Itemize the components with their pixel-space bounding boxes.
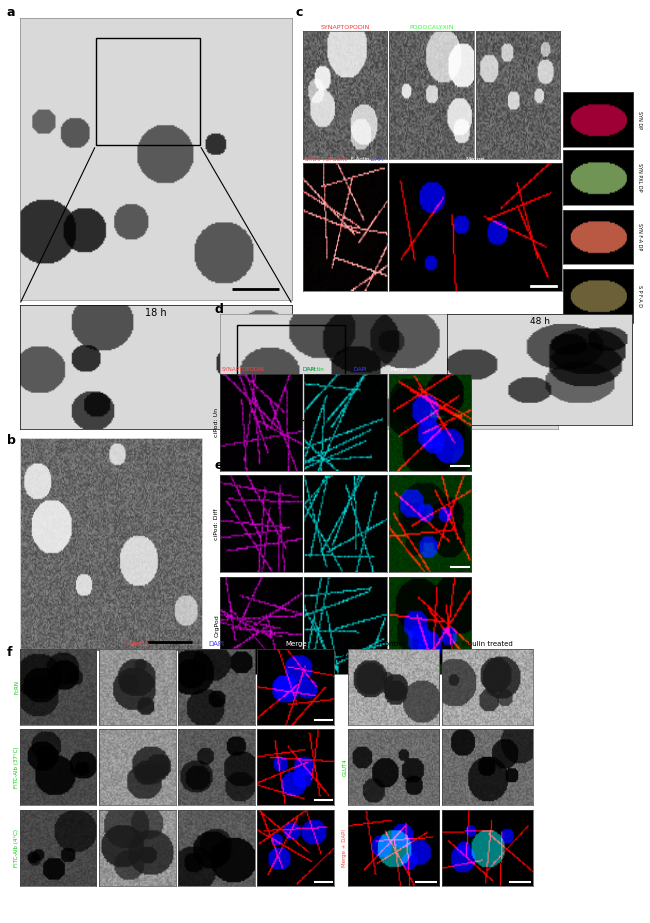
Y-axis label: FITC-Alb (4°C): FITC-Alb (4°C) xyxy=(14,829,20,868)
Text: DAPI: DAPI xyxy=(300,366,315,372)
Text: c: c xyxy=(296,6,303,18)
Y-axis label: OrgPod: OrgPod xyxy=(214,614,220,637)
Text: F-Actin: F-Actin xyxy=(306,366,324,372)
Y-axis label: FcRN: FcRN xyxy=(14,679,20,694)
Text: 18 h: 18 h xyxy=(145,308,167,318)
Text: SYNAPTOPODIN: SYNAPTOPODIN xyxy=(320,25,370,30)
Text: DAPI: DAPI xyxy=(352,366,367,372)
Text: PODOCALYXIN: PODOCALYXIN xyxy=(410,25,454,30)
Text: Merge: Merge xyxy=(285,641,307,647)
Y-axis label: GLUT4: GLUT4 xyxy=(343,758,348,776)
Y-axis label: FITC-Alb (37°C): FITC-Alb (37°C) xyxy=(14,747,20,787)
Y-axis label: SYN DP: SYN DP xyxy=(637,111,642,128)
Bar xyxy=(96,38,200,145)
Y-axis label: SYN F-A DP: SYN F-A DP xyxy=(637,223,642,250)
Text: DAPI: DAPI xyxy=(209,641,224,647)
Text: DAPI: DAPI xyxy=(369,157,383,162)
Text: F-Actin: F-Actin xyxy=(350,157,370,162)
Bar xyxy=(237,326,344,420)
Text: d: d xyxy=(214,303,224,316)
Y-axis label: SYN PXL DP: SYN PXL DP xyxy=(637,163,642,192)
Text: b: b xyxy=(6,434,16,447)
Text: f: f xyxy=(6,646,12,659)
Y-axis label: ciPod: Un: ciPod: Un xyxy=(214,408,220,437)
Text: SYNAPTOPODIN: SYNAPTOPODIN xyxy=(222,366,265,372)
Y-axis label: ciPod: Diff: ciPod: Diff xyxy=(214,508,220,540)
Text: a: a xyxy=(6,6,15,18)
Y-axis label: S P F-A D: S P F-A D xyxy=(637,285,642,306)
Text: SYNAPTOPODIN: SYNAPTOPODIN xyxy=(305,157,348,162)
Y-axis label: Merge + DAPI: Merge + DAPI xyxy=(343,829,348,868)
Text: e: e xyxy=(214,459,223,472)
Text: F-Actin: F-Actin xyxy=(507,25,529,30)
Text: Merge: Merge xyxy=(465,157,486,162)
Text: 48 h: 48 h xyxy=(530,318,550,326)
Y-axis label: F-Actin: F-Actin xyxy=(343,677,348,696)
Text: g: g xyxy=(338,646,347,659)
Text: Merge: Merge xyxy=(391,366,408,372)
Title: Insulin treated: Insulin treated xyxy=(462,641,513,647)
Title: Control: Control xyxy=(381,641,406,647)
Text: F-Actin: F-Actin xyxy=(125,641,150,647)
